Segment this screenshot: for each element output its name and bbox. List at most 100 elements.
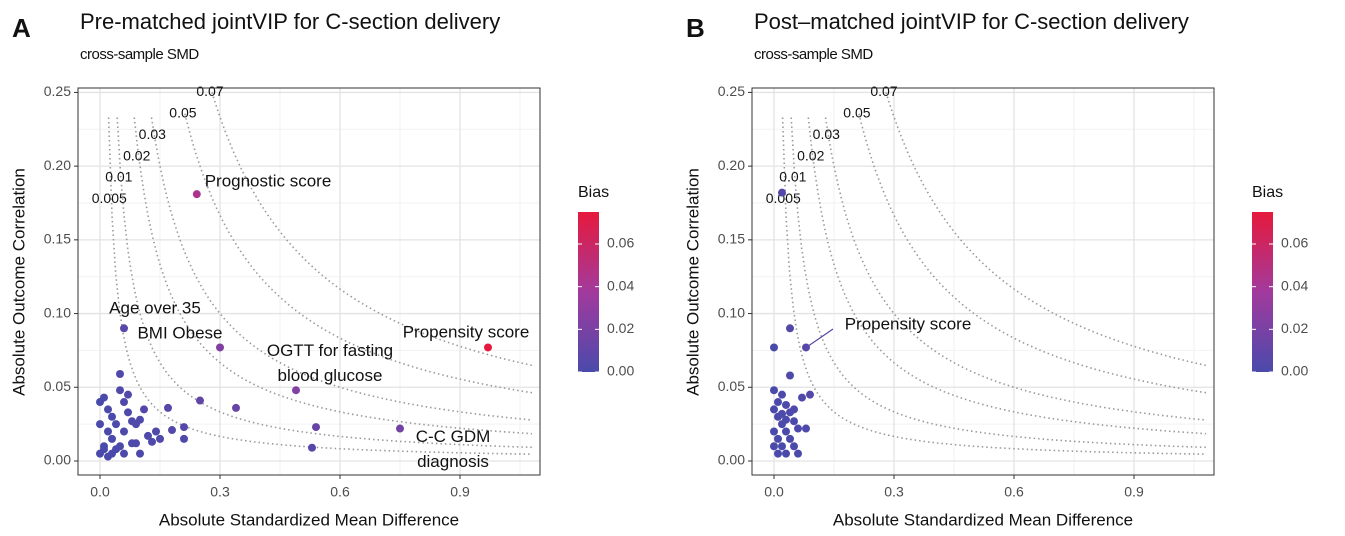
- chart-title: Pre-matched jointVIP for C-section deliv…: [80, 9, 500, 34]
- plot-border: [77, 87, 541, 476]
- colorbar-tick-label: 0.06: [607, 235, 634, 251]
- point: [778, 188, 786, 197]
- point: [120, 398, 128, 407]
- y-tick-label: 0.25: [718, 83, 745, 99]
- point: [782, 449, 790, 458]
- y-tick-label: 0.10: [44, 304, 71, 320]
- point: [770, 442, 778, 451]
- point: [790, 405, 798, 414]
- contour-line: [807, 117, 1207, 435]
- contour-line: [107, 117, 533, 455]
- x-tick-label: 0.6: [1004, 484, 1024, 500]
- point: [152, 427, 160, 436]
- x-axis-label: Absolute Standardized Mean Difference: [833, 510, 1133, 529]
- y-axis-label: Absolute Outcome Correlation: [683, 168, 702, 396]
- point: [778, 409, 786, 418]
- contour-label: 0.03: [813, 126, 840, 142]
- y-tick-label: 0.20: [44, 157, 71, 173]
- point: [786, 434, 794, 443]
- point: [112, 420, 120, 429]
- chart-subtitle: cross-sample SMD: [80, 46, 199, 63]
- y-tick-label: 0.05: [718, 378, 745, 394]
- point: [144, 431, 152, 440]
- point: [100, 393, 108, 402]
- point: [140, 405, 148, 414]
- point: [794, 424, 802, 433]
- point: [116, 386, 124, 395]
- y-tick-label: 0.20: [718, 157, 745, 173]
- y-tick-label: 0.25: [44, 83, 71, 99]
- y-axis-label: Absolute Outcome Correlation: [9, 168, 28, 396]
- chart-subtitle: cross-sample SMD: [754, 46, 873, 63]
- point: [802, 343, 810, 352]
- point: [312, 423, 320, 432]
- x-tick-label: 0.9: [450, 484, 470, 500]
- contour-line: [211, 92, 533, 367]
- contour-label: 0.07: [196, 83, 223, 99]
- contour-line: [133, 117, 533, 435]
- point: [192, 190, 201, 199]
- point: [770, 405, 778, 414]
- point-label: Prognostic score: [205, 171, 332, 190]
- x-tick-label: 0.0: [764, 484, 784, 500]
- point: [770, 343, 778, 352]
- leader-line: [808, 328, 834, 346]
- point: [798, 393, 806, 402]
- panel-label: A: [12, 13, 31, 43]
- point: [104, 405, 112, 414]
- x-tick-label: 0.3: [884, 484, 904, 500]
- y-tick-label: 0.10: [718, 304, 745, 320]
- contour-line: [116, 117, 533, 449]
- point: [96, 420, 104, 429]
- point: [806, 390, 814, 399]
- x-tick-label: 0.3: [210, 484, 230, 500]
- point: [120, 324, 128, 333]
- contour-line: [790, 117, 1207, 449]
- y-tick-label: 0.00: [718, 452, 745, 468]
- point: [774, 449, 782, 458]
- point: [232, 403, 240, 412]
- y-tick-label: 0.15: [44, 231, 71, 247]
- colorbar: [1252, 212, 1273, 372]
- colorbar-tick-label: 0.02: [607, 320, 634, 336]
- point: [108, 412, 116, 421]
- y-tick-label: 0.00: [44, 452, 71, 468]
- x-tick-label: 0.6: [330, 484, 350, 500]
- contour-label: 0.05: [843, 105, 870, 121]
- point: [132, 439, 140, 448]
- point: [124, 408, 132, 417]
- contour-label: 0.005: [766, 190, 801, 206]
- contour-label: 0.02: [123, 147, 150, 163]
- colorbar-tick-label: 0.04: [1281, 277, 1308, 293]
- point: [802, 424, 810, 433]
- contour-line: [184, 113, 533, 394]
- colorbar-tick-label: 0.02: [1281, 320, 1308, 336]
- point: [790, 442, 798, 451]
- point: [786, 371, 794, 380]
- point: [782, 400, 790, 409]
- plot-border: [751, 87, 1215, 476]
- point: [782, 427, 790, 436]
- point: [216, 343, 224, 352]
- plot-background: [752, 88, 1214, 475]
- point: [148, 437, 156, 446]
- point: [136, 415, 144, 424]
- point: [164, 403, 172, 412]
- point: [782, 415, 790, 424]
- point: [292, 386, 300, 395]
- colorbar-title: Bias: [1252, 184, 1283, 201]
- point: [484, 343, 492, 352]
- colorbar-tick-label: 0.06: [1281, 235, 1308, 251]
- point: [104, 427, 112, 436]
- point: [774, 398, 782, 407]
- point: [124, 390, 132, 399]
- contour-line: [885, 92, 1207, 367]
- x-axis-label: Absolute Standardized Mean Difference: [159, 510, 459, 529]
- contour-label: 0.01: [779, 169, 806, 185]
- point: [136, 449, 144, 458]
- contour-label: 0.02: [797, 147, 824, 163]
- point: [108, 434, 116, 443]
- colorbar-tick-label: 0.00: [607, 363, 634, 379]
- y-tick-label: 0.15: [718, 231, 745, 247]
- point: [778, 442, 786, 451]
